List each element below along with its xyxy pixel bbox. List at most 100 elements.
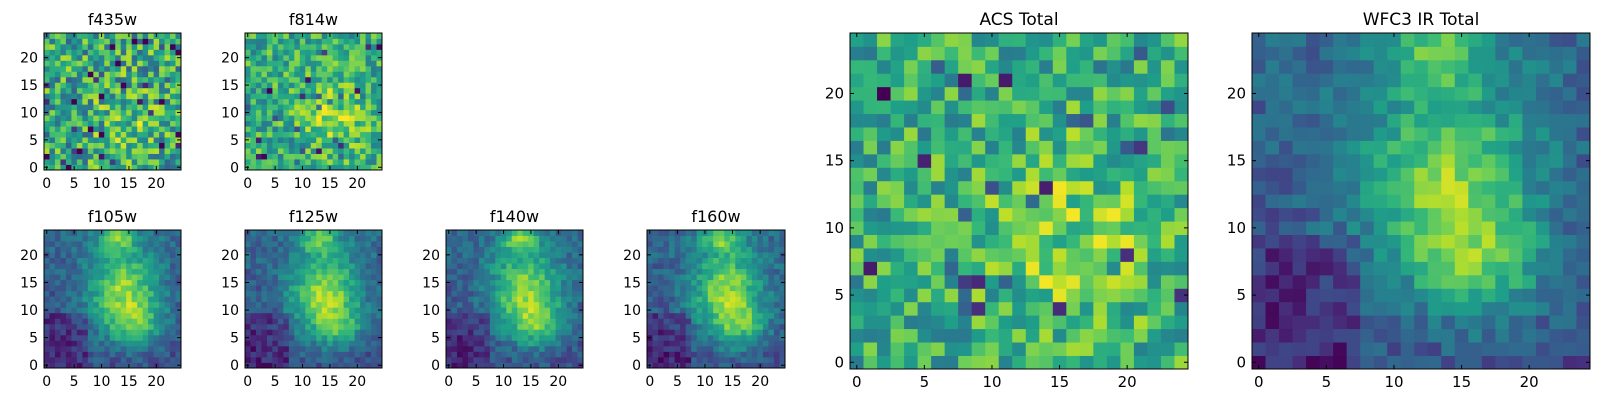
heatmap-cell bbox=[170, 340, 176, 346]
heatmap-cell bbox=[170, 55, 176, 61]
heatmap-cell bbox=[261, 88, 267, 94]
heatmap-cell bbox=[170, 93, 176, 99]
heatmap-cell bbox=[316, 280, 322, 286]
heatmap-cell bbox=[170, 44, 176, 50]
heatmap-cell bbox=[1053, 181, 1067, 195]
heatmap-cell bbox=[49, 252, 55, 258]
heatmap-cell bbox=[985, 114, 999, 128]
heatmap-cell bbox=[272, 351, 278, 357]
heatmap-cell bbox=[691, 318, 697, 324]
heatmap-cell bbox=[972, 60, 986, 74]
heatmap-cell bbox=[294, 346, 300, 352]
heatmap-cell bbox=[272, 38, 278, 44]
heatmap-cell bbox=[349, 66, 355, 72]
y-tick-label: 0 bbox=[632, 358, 641, 374]
heatmap-cell bbox=[316, 335, 322, 341]
heatmap-cell bbox=[708, 269, 714, 275]
heatmap-cell bbox=[741, 241, 747, 247]
heatmap-cell bbox=[121, 318, 127, 324]
heatmap-cell bbox=[300, 88, 306, 94]
heatmap-cell bbox=[355, 313, 361, 319]
heatmap-cell bbox=[338, 291, 344, 297]
heatmap-cell bbox=[126, 137, 132, 143]
heatmap-cell bbox=[170, 324, 176, 330]
heatmap-cell bbox=[501, 247, 507, 253]
heatmap-cell bbox=[561, 296, 567, 302]
heatmap-cell bbox=[143, 44, 149, 50]
heatmap-cell bbox=[545, 302, 551, 308]
heatmap-cell bbox=[1482, 342, 1496, 356]
y-tick-label: 10 bbox=[221, 106, 239, 122]
heatmap-cell bbox=[272, 66, 278, 72]
heatmap-cell bbox=[104, 258, 110, 264]
heatmap-cell bbox=[305, 258, 311, 264]
heatmap-cell bbox=[305, 132, 311, 138]
heatmap-cell bbox=[245, 132, 251, 138]
heatmap-cell bbox=[724, 285, 730, 291]
heatmap-cell bbox=[305, 110, 311, 116]
heatmap-cell bbox=[245, 115, 251, 121]
heatmap-cell bbox=[730, 351, 736, 357]
y-tick-label: 20 bbox=[20, 248, 38, 264]
heatmap-cell bbox=[972, 329, 986, 343]
heatmap-cell bbox=[267, 55, 273, 61]
heatmap-cell bbox=[154, 66, 160, 72]
heatmap-cell bbox=[278, 340, 284, 346]
heatmap-cell bbox=[360, 351, 366, 357]
heatmap-cell bbox=[256, 88, 262, 94]
heatmap-cell bbox=[88, 313, 94, 319]
heatmap-cell bbox=[653, 269, 659, 275]
heatmap-cell bbox=[66, 302, 72, 308]
heatmap-cell bbox=[724, 258, 730, 264]
heatmap-cell bbox=[1333, 221, 1347, 235]
heatmap-cell bbox=[501, 346, 507, 352]
heatmap-cell bbox=[545, 280, 551, 286]
heatmap-cell bbox=[126, 269, 132, 275]
heatmap-cell bbox=[289, 340, 295, 346]
heatmap-cell bbox=[93, 77, 99, 83]
heatmap-cell bbox=[278, 115, 284, 121]
heatmap-cell bbox=[371, 55, 377, 61]
heatmap-cell bbox=[1134, 60, 1148, 74]
heatmap-cell bbox=[864, 261, 878, 275]
heatmap-cell bbox=[479, 258, 485, 264]
heatmap-cell bbox=[1134, 288, 1148, 302]
heatmap-cell bbox=[55, 60, 61, 66]
heatmap-cell bbox=[143, 241, 149, 247]
heatmap-cell bbox=[1320, 275, 1334, 289]
heatmap-cell bbox=[556, 302, 562, 308]
heatmap-cell bbox=[305, 115, 311, 121]
heatmap-cell bbox=[256, 236, 262, 242]
heatmap-cell bbox=[1536, 261, 1550, 275]
heatmap-cell bbox=[60, 351, 66, 357]
heatmap-cell bbox=[850, 302, 864, 316]
heatmap-cell bbox=[1039, 167, 1053, 181]
heatmap-cell bbox=[1026, 100, 1040, 114]
heatmap-cell bbox=[366, 93, 372, 99]
heatmap-cell bbox=[349, 33, 355, 39]
heatmap-cell bbox=[528, 296, 534, 302]
heatmap-cell bbox=[730, 318, 736, 324]
heatmap-cell bbox=[159, 346, 165, 352]
heatmap-cell bbox=[691, 247, 697, 253]
heatmap-cell bbox=[322, 38, 328, 44]
heatmap-cell bbox=[556, 340, 562, 346]
heatmap-cell bbox=[686, 318, 692, 324]
heatmap-cell bbox=[719, 351, 725, 357]
heatmap-cell bbox=[165, 38, 171, 44]
heatmap-cell bbox=[66, 44, 72, 50]
heatmap-cell bbox=[71, 44, 77, 50]
heatmap-cell bbox=[1522, 288, 1536, 302]
heatmap-cell bbox=[675, 346, 681, 352]
heatmap-cell bbox=[104, 148, 110, 154]
heatmap-cell bbox=[82, 132, 88, 138]
heatmap-cell bbox=[55, 99, 61, 105]
heatmap-cell bbox=[1320, 221, 1334, 235]
heatmap-cell bbox=[702, 291, 708, 297]
heatmap-cell bbox=[735, 263, 741, 269]
heatmap-cell bbox=[93, 230, 99, 236]
heatmap-cell bbox=[1374, 275, 1388, 289]
heatmap-cell bbox=[1293, 275, 1307, 289]
heatmap-cell bbox=[93, 302, 99, 308]
